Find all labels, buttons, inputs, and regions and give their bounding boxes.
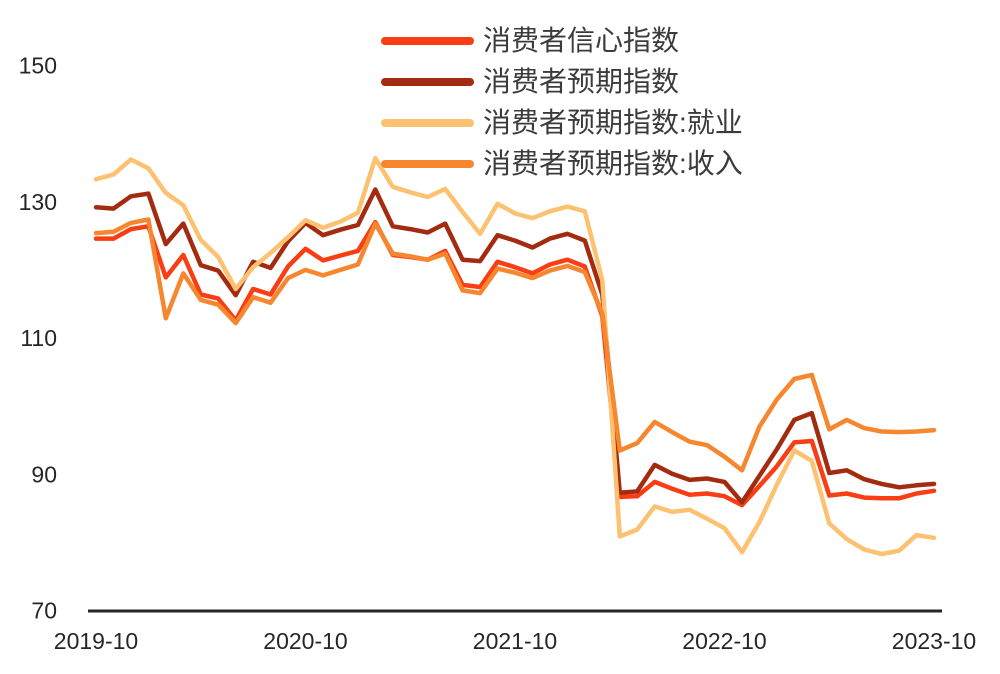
series-lines — [93, 155, 937, 557]
legend-label-expectation-employment: 消费者预期指数:就业 — [483, 106, 743, 138]
x-tick-2023-10: 2023-10 — [892, 628, 976, 654]
legend-label-expectation-income: 消费者预期指数:收入 — [483, 147, 743, 179]
legend-item-expectation-employment: 消费者预期指数:就业 — [381, 102, 743, 143]
y-tick-130: 130 — [19, 189, 57, 215]
chart-legend: 消费者信心指数 消费者预期指数 消费者预期指数:就业 消费者预期指数:收入 — [381, 20, 743, 184]
y-tick-110: 110 — [20, 325, 57, 351]
x-axis-ticks: 2019-10 2020-10 2021-10 2022-10 2023-10 — [54, 628, 976, 654]
series-line-2 — [93, 155, 937, 557]
y-tick-150: 150 — [19, 53, 57, 79]
legend-label-confidence: 消费者信心指数 — [483, 24, 680, 56]
y-tick-90: 90 — [31, 461, 57, 487]
legend-swatch-expectation-income — [381, 159, 474, 168]
y-axis-ticks: 150 130 110 90 70 — [19, 53, 57, 624]
y-tick-70: 70 — [31, 598, 57, 624]
series-line-3 — [93, 217, 937, 473]
legend-label-expectation: 消费者预期指数 — [483, 65, 680, 97]
x-tick-2021-10: 2021-10 — [473, 628, 557, 654]
x-tick-2022-10: 2022-10 — [682, 628, 766, 654]
legend-swatch-expectation — [381, 77, 474, 86]
legend-item-confidence: 消费者信心指数 — [381, 20, 743, 61]
x-tick-2019-10: 2019-10 — [54, 628, 138, 654]
legend-swatch-confidence — [381, 36, 474, 45]
series-line-1 — [93, 187, 937, 505]
x-tick-2020-10: 2020-10 — [263, 628, 347, 654]
legend-swatch-expectation-employment — [381, 118, 474, 127]
legend-item-expectation-income: 消费者预期指数:收入 — [381, 143, 743, 184]
legend-item-expectation: 消费者预期指数 — [381, 61, 743, 102]
